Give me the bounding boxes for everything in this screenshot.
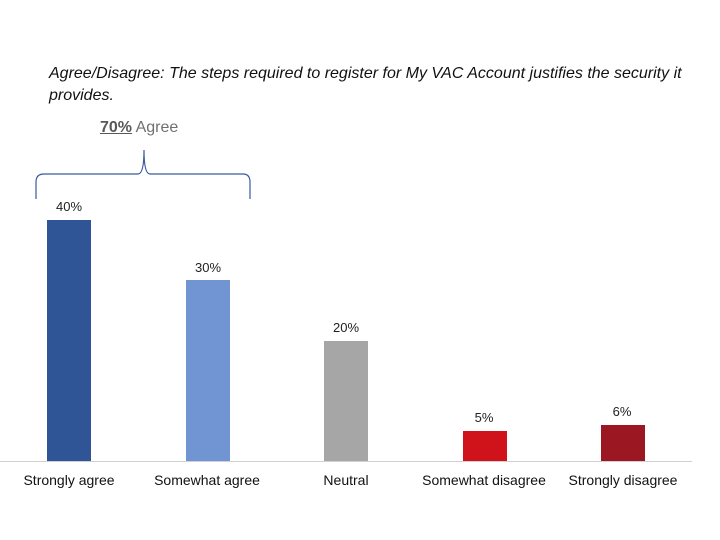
x-tick-label: Somewhat disagree xyxy=(422,472,546,488)
bar-strongly-disagree xyxy=(601,425,645,461)
bar-somewhat-agree xyxy=(186,280,230,461)
chart-title: Agree/Disagree: The steps required to re… xyxy=(49,65,682,104)
bar-somewhat-disagree xyxy=(463,431,507,461)
agree-summary-percent: 70% xyxy=(100,119,133,136)
bar-strongly-agree xyxy=(47,220,91,461)
bar-neutral xyxy=(324,341,368,461)
x-tick-label: Strongly disagree xyxy=(568,472,678,488)
x-tick-label: Somewhat agree xyxy=(154,472,260,488)
bar-value-label: 5% xyxy=(474,410,494,425)
x-tick-label: Neutral xyxy=(323,472,369,488)
agree-summary-label: Agree xyxy=(135,119,179,136)
x-axis-line xyxy=(0,461,692,462)
bar-value-label: 40% xyxy=(55,199,83,214)
x-tick-label: Strongly agree xyxy=(23,472,115,488)
agree-summary-annotation: 70% Agree xyxy=(100,119,178,137)
bar-value-label: 20% xyxy=(332,320,360,335)
bar-value-label: 30% xyxy=(194,260,222,275)
bar-value-label: 6% xyxy=(612,404,632,419)
